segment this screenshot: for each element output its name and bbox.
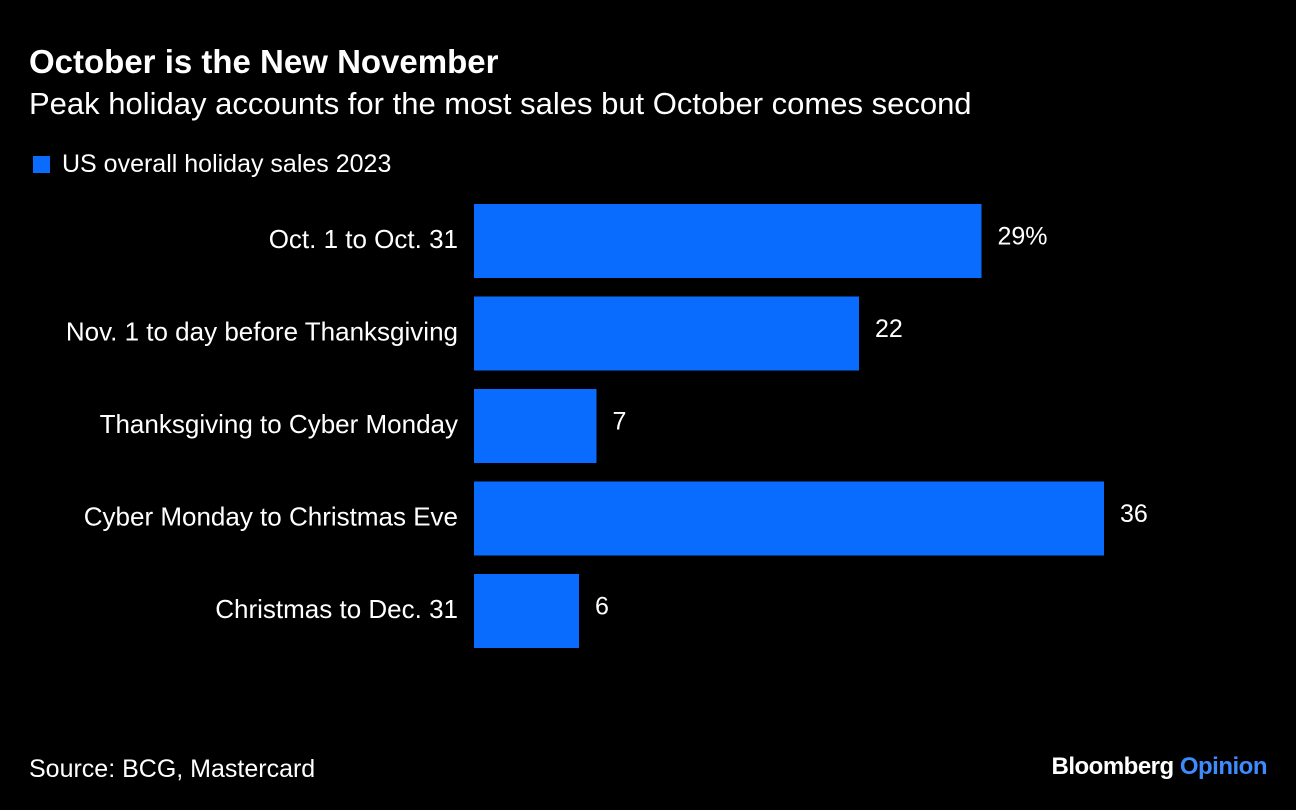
brand-name: Bloomberg — [1051, 753, 1175, 780]
category-label-4: Christmas to Dec. 31 — [215, 594, 458, 624]
legend-swatch — [33, 155, 50, 173]
value-label-2: 7 — [613, 408, 627, 436]
chart-title: October is the New November — [29, 43, 499, 80]
brand-logo: Bloomberg Opinion — [1052, 750, 1268, 784]
brand-product: Opinion — [1179, 753, 1268, 780]
category-label-3: Cyber Monday to Christmas Eve — [84, 501, 458, 531]
legend: US overall holiday sales 2023 — [33, 147, 391, 181]
value-label-0: 29% — [998, 223, 1048, 251]
bar-1 — [474, 296, 859, 371]
source-note: Source: BCG, Mastercard — [29, 755, 316, 783]
bar-3 — [474, 481, 1104, 556]
value-label-1: 22 — [875, 315, 903, 343]
bar-2 — [474, 389, 597, 463]
bar-0 — [474, 204, 982, 278]
category-label-2: Thanksgiving to Cyber Monday — [100, 409, 458, 439]
legend-label: US overall holiday sales 2023 — [62, 149, 392, 178]
category-label-0: Oct. 1 to Oct. 31 — [269, 224, 458, 254]
bar-4 — [474, 574, 579, 648]
category-label-1: Nov. 1 to day before Thanksgiving — [66, 316, 458, 346]
value-label-4: 6 — [595, 593, 609, 621]
chart-subtitle: Peak holiday accounts for the most sales… — [29, 86, 972, 121]
bar-chart: Oct. 1 to Oct. 31 29% Nov. 1 to day before… — [66, 204, 1148, 648]
value-label-3: 36 — [1120, 500, 1148, 528]
